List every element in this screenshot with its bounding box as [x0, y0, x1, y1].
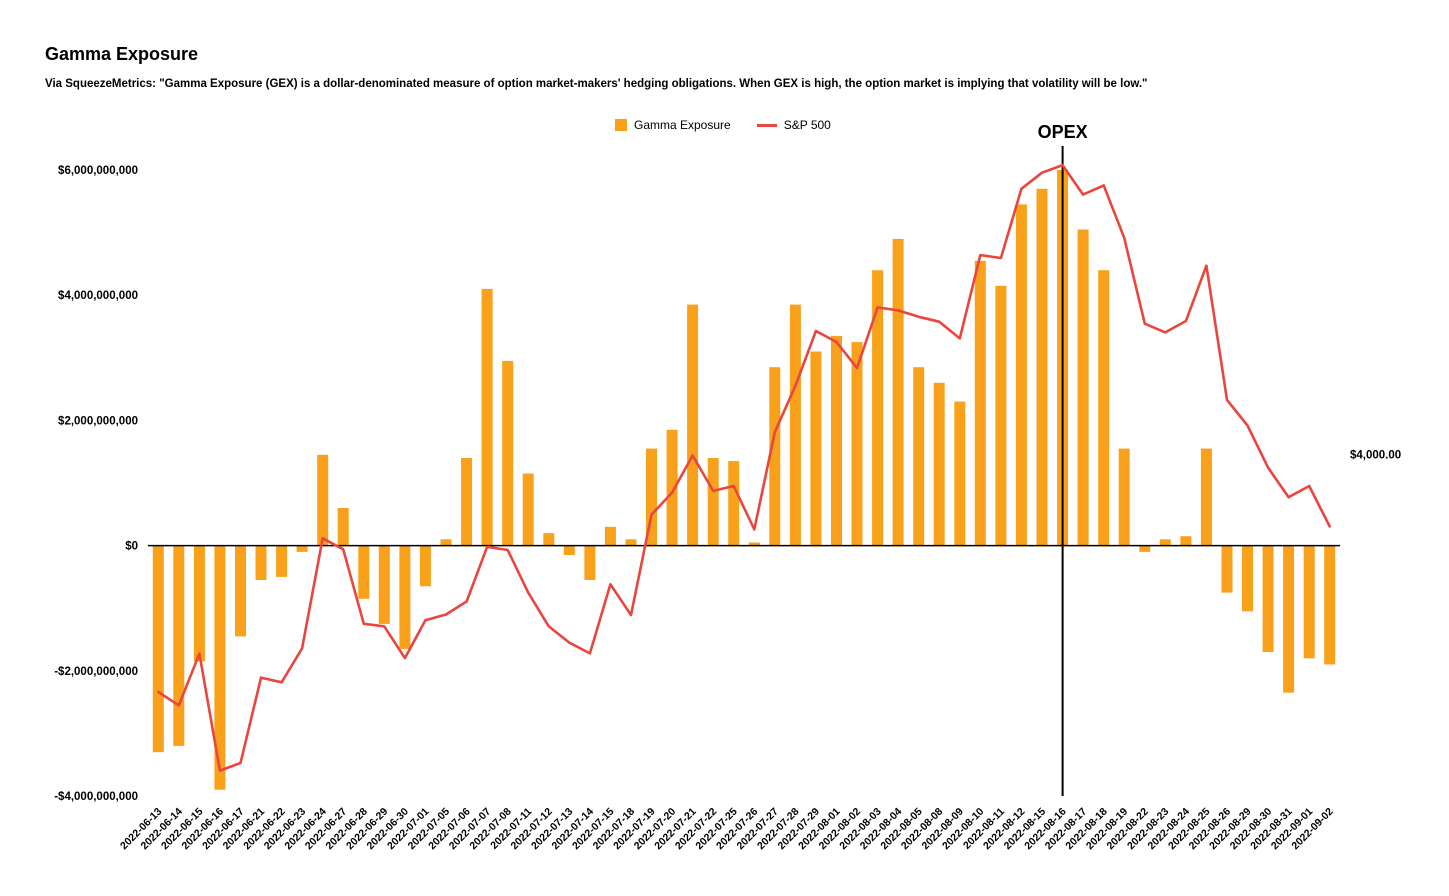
gex-bar: [872, 270, 884, 546]
gex-bar: [1118, 448, 1130, 546]
gex-bar: [995, 285, 1007, 546]
y-axis-tick-label: -$2,000,000,000: [54, 666, 138, 678]
gex-bar: [1180, 536, 1192, 546]
gex-bar: [481, 288, 493, 546]
gex-bar: [707, 458, 719, 546]
legend-item-sp500[interactable]: S&P 500: [756, 118, 831, 132]
legend-label-sp500: S&P 500: [783, 118, 831, 132]
y-axis-tick-label: $4,000,000,000: [58, 290, 138, 302]
gex-bar: [687, 304, 699, 546]
sp500-line: [157, 163, 1331, 772]
gex-bar: [1283, 545, 1295, 693]
gex-bar: [913, 367, 925, 546]
gex-bar: [646, 448, 657, 546]
gex-bar: [789, 304, 801, 546]
gex-bar: [1324, 545, 1336, 665]
gex-bar: [440, 539, 452, 546]
gamma-exposure-swatch-icon: [615, 119, 627, 131]
gex-bar: [1303, 545, 1315, 659]
gex-bar: [296, 545, 308, 552]
gex-bar: [666, 429, 678, 546]
gex-bar: [933, 382, 945, 546]
gex-bar: [399, 545, 411, 649]
opex-label: OPEX: [1038, 122, 1088, 142]
chart-subtitle: Via SqueezeMetrics: "Gamma Exposure (GEX…: [45, 78, 1148, 90]
gex-bar: [728, 461, 740, 546]
sp500-swatch-icon: [756, 123, 777, 127]
gex-bar: [954, 401, 966, 546]
gex-bar: [522, 473, 534, 546]
gex-bar: [152, 545, 164, 753]
gex-bar: [193, 545, 205, 662]
gex-bar: [1139, 545, 1151, 552]
y-axis-tick-label: -$4,000,000,000: [54, 791, 138, 803]
chart-title: Gamma Exposure: [45, 44, 199, 64]
gex-bar: [358, 545, 370, 599]
gex-bar: [748, 542, 760, 546]
gex-bar: [276, 545, 288, 577]
gex-bar: [1098, 270, 1110, 546]
gex-bar: [502, 360, 514, 546]
legend-item-gamma-exposure[interactable]: Gamma Exposure: [615, 118, 731, 132]
gex-bar: [1262, 545, 1274, 652]
gex-bar: [255, 545, 267, 580]
gex-bar: [419, 545, 431, 587]
gex-bar: [1200, 448, 1212, 546]
gex-bar: [1015, 204, 1027, 546]
gex-bar: [1221, 545, 1233, 593]
legend-label-gamma-exposure: Gamma Exposure: [634, 118, 731, 132]
gex-bar: [831, 335, 842, 546]
gex-bar: [317, 454, 329, 546]
gex-bar: [543, 533, 555, 546]
gex-bar: [892, 238, 904, 546]
gex-bar: [810, 351, 822, 546]
gex-bar: [563, 545, 575, 555]
gex-bar: [1036, 188, 1048, 546]
gex-bar: [769, 367, 781, 546]
gex-bar: [1159, 539, 1171, 546]
gex-bar: [173, 545, 185, 746]
gex-bar: [851, 342, 863, 546]
legend: Gamma Exposure S&P 500: [615, 118, 831, 132]
y-axis-tick-label: $0: [125, 541, 138, 553]
gex-bar: [214, 545, 226, 790]
right-axis-tick-label: $4,000.00: [1350, 450, 1401, 462]
y-axis-tick-label: $6,000,000,000: [58, 165, 138, 177]
y-axis-tick-label: $2,000,000,000: [58, 415, 138, 427]
gex-bar: [235, 545, 246, 637]
gex-bar: [1077, 229, 1089, 546]
gex-bar: [584, 545, 596, 580]
gex-bar: [604, 526, 616, 546]
gex-bar: [337, 508, 349, 546]
gex-bar: [461, 458, 473, 546]
gex-bar: [1242, 545, 1253, 612]
gex-bar: [625, 539, 637, 546]
gex-bar: [378, 545, 390, 624]
gex-bar: [974, 260, 986, 546]
